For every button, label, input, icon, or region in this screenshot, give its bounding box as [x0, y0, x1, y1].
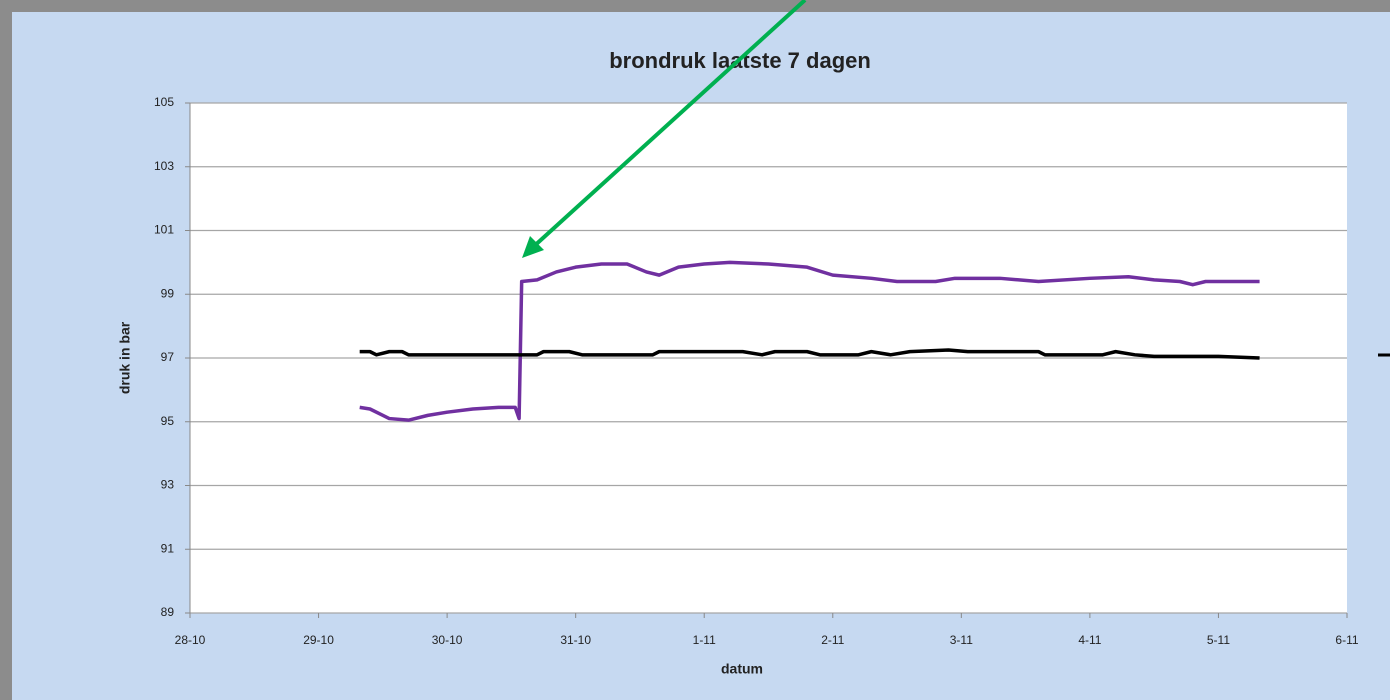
y-tick-label: 93 — [161, 478, 175, 492]
y-tick-label: 89 — [161, 605, 175, 619]
x-tick-label: 30-10 — [432, 633, 463, 647]
y-tick-label: 101 — [154, 223, 174, 237]
annotation-arrow — [530, 0, 807, 250]
x-tick-label: 4-11 — [1078, 633, 1101, 647]
series-line — [359, 348, 1260, 360]
y-tick-label: 97 — [161, 350, 175, 364]
y-tick-label: 103 — [154, 159, 174, 173]
x-tick-label: 1-11 — [693, 633, 716, 647]
x-tick-label: 2-11 — [821, 633, 844, 647]
x-tick-label: 28-10 — [175, 633, 206, 647]
y-tick-label: 105 — [154, 95, 174, 109]
y-tick-label: 91 — [161, 541, 175, 555]
x-tick-label: 3-11 — [950, 633, 973, 647]
x-tick-label: 29-10 — [303, 633, 334, 647]
lines — [359, 260, 1260, 422]
annotation-arrowhead — [522, 236, 544, 258]
x-tick-label: 31-10 — [560, 633, 591, 647]
y-axis-label: druk in bar — [117, 321, 133, 394]
grid — [185, 102, 1348, 618]
x-tick-label: 6-11 — [1335, 633, 1358, 647]
series-line — [359, 260, 1260, 422]
x-axis-label: datum — [721, 661, 763, 677]
y-tick-label: 99 — [161, 286, 175, 300]
x-tick-label: 5-11 — [1207, 633, 1230, 647]
y-tick-label: 95 — [161, 414, 175, 428]
